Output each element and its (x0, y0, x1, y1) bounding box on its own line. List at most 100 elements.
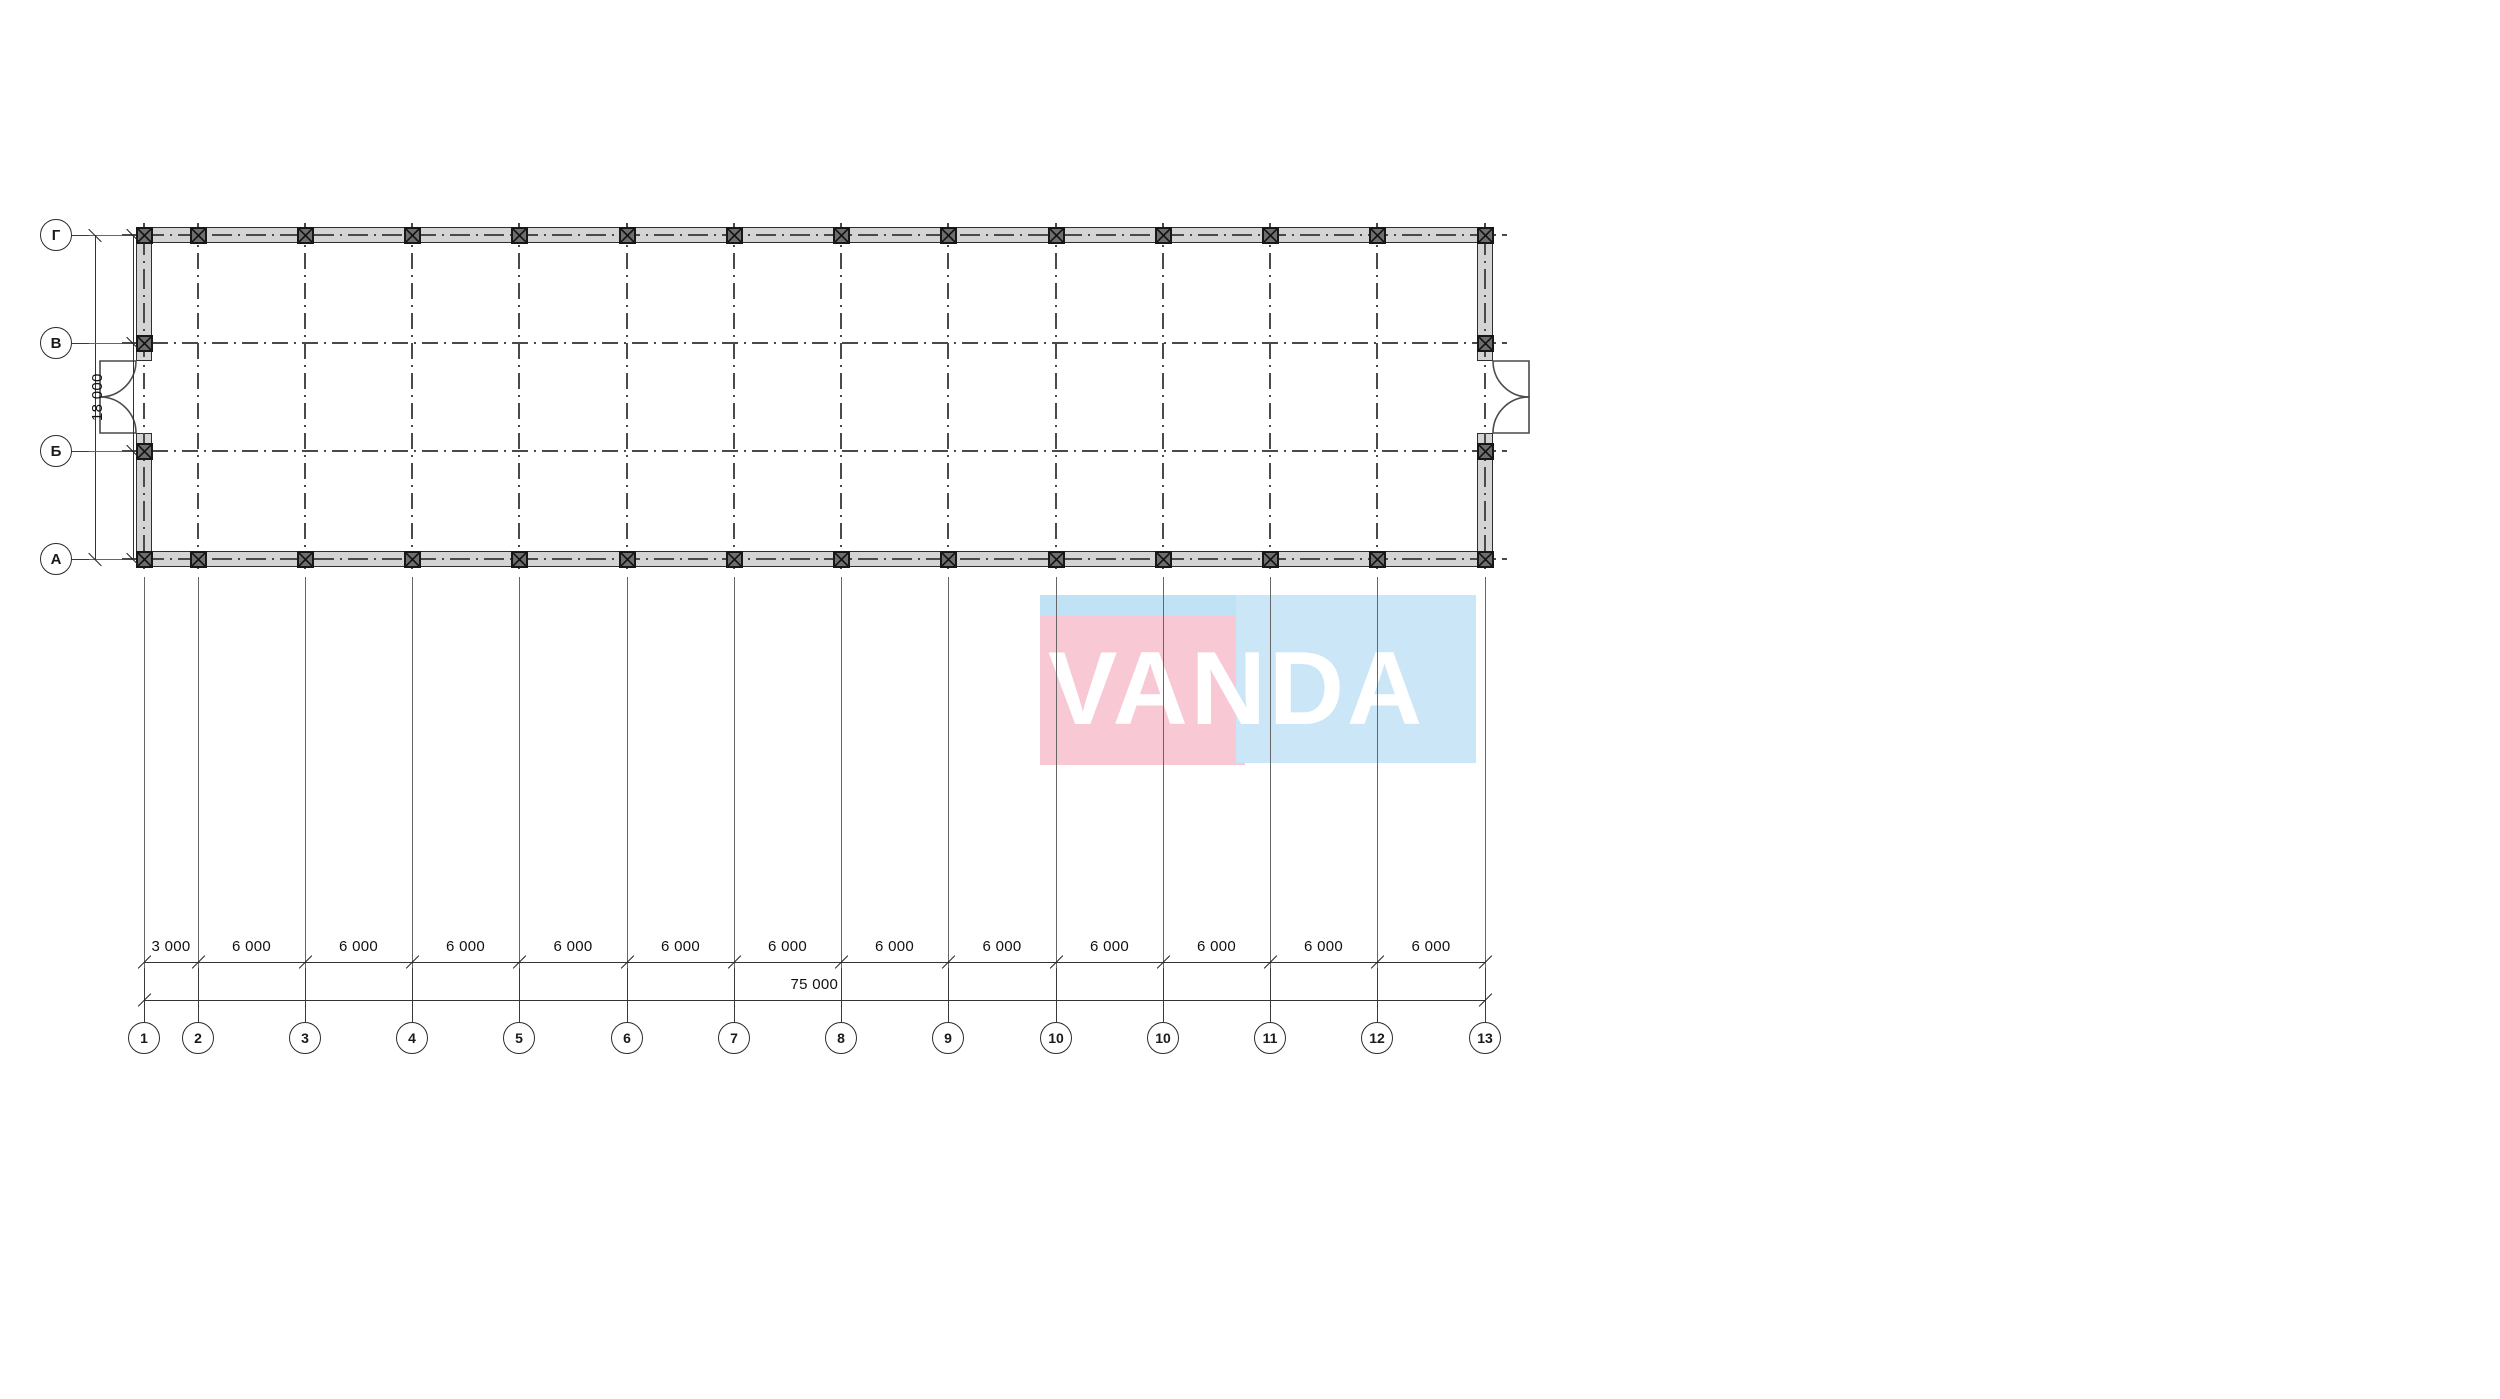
grid-line-vertical-9 (947, 223, 949, 571)
grid-line-horizontal-V (122, 342, 1507, 344)
dimension-extension-13 (1485, 577, 1486, 968)
structural-column-8-G (832, 226, 850, 244)
watermark-box-blue (1236, 595, 1476, 763)
grid-line-vertical-3 (304, 223, 306, 571)
axis-bubble-col-3[interactable]: 3 (289, 1022, 321, 1054)
structural-column-11-A (1261, 550, 1279, 568)
structural-column-3-G (296, 226, 314, 244)
grid-line-vertical-13 (1484, 223, 1486, 571)
axis-bubble-col-11[interactable]: 11 (1254, 1022, 1286, 1054)
grid-line-vertical-12 (1376, 223, 1378, 571)
dimension-extension-3 (305, 577, 306, 968)
axis-bubble-row-G[interactable]: Г (40, 219, 72, 251)
structural-column-10-A (1047, 550, 1065, 568)
dimension-label-span-5: 6 000 (661, 938, 701, 955)
axis-bubble-col-5[interactable]: 5 (503, 1022, 535, 1054)
wall-centre-line-bottom (144, 558, 1485, 560)
dimension-extension-row-G (89, 235, 122, 236)
dimension-line-total-bottom (144, 1000, 1485, 1001)
dimension-line-spans-bottom (144, 962, 1485, 963)
structural-column-10-G (1154, 226, 1172, 244)
dimension-extension-11 (1270, 577, 1271, 968)
axis-bubble-col-7[interactable]: 7 (718, 1022, 750, 1054)
dimension-label-span-8: 6 000 (982, 938, 1022, 955)
wall-centre-line-right-lower (1484, 433, 1486, 559)
axis-bubble-col-10a[interactable]: 10 (1040, 1022, 1072, 1054)
structural-column-13-V (1476, 334, 1494, 352)
watermark-box-pink-top (1040, 595, 1245, 617)
structural-column-1-A (135, 550, 153, 568)
dimension-label-span-2: 6 000 (339, 938, 379, 955)
dimension-extension-row-A (89, 559, 122, 560)
axis-bubble-col-1[interactable]: 1 (128, 1022, 160, 1054)
structural-column-8-A (832, 550, 850, 568)
dimension-extension-2 (198, 577, 199, 968)
dimension-line-spans-vertical (133, 235, 134, 559)
structural-column-13-B (1476, 442, 1494, 460)
structural-column-9-G (939, 226, 957, 244)
structural-column-13-G (1476, 226, 1494, 244)
dimension-extension-4 (412, 577, 413, 968)
dimension-extension-row-B (89, 451, 122, 452)
dimension-extension-10b (1163, 577, 1164, 968)
axis-bubble-col-4[interactable]: 4 (396, 1022, 428, 1054)
axis-bubble-row-B[interactable]: Б (40, 435, 72, 467)
dimension-label-total-vertical: 18 000 (89, 373, 106, 421)
structural-column-2-A (189, 550, 207, 568)
axis-bubble-row-A[interactable]: А (40, 543, 72, 575)
dimension-extension-row-V (89, 343, 122, 344)
watermark-box-pink (1040, 615, 1245, 765)
axis-bubble-row-V[interactable]: В (40, 327, 72, 359)
wall-centre-line-top (144, 234, 1485, 236)
axis-bubble-col-2[interactable]: 2 (182, 1022, 214, 1054)
grid-line-horizontal-B (122, 450, 1507, 452)
grid-line-vertical-1 (143, 223, 145, 571)
dimension-label-span-12: 6 000 (1411, 938, 1451, 955)
wall-centre-line-left-upper (143, 235, 145, 361)
structural-column-6-G (618, 226, 636, 244)
structural-column-4-G (403, 226, 421, 244)
structural-column-13-A (1476, 550, 1494, 568)
grid-line-vertical-10 (1055, 223, 1057, 571)
structural-column-12-A (1368, 550, 1386, 568)
grid-line-vertical-8 (840, 223, 842, 571)
grid-line-vertical-2 (197, 223, 199, 571)
structural-column-10-A (1154, 550, 1172, 568)
dimension-extension-12 (1377, 577, 1378, 968)
structural-column-11-G (1261, 226, 1279, 244)
axis-bubble-col-6[interactable]: 6 (611, 1022, 643, 1054)
structural-column-3-A (296, 550, 314, 568)
double-swing-gate-left (99, 360, 137, 434)
structural-column-1-G (135, 226, 153, 244)
grid-line-vertical-6 (626, 223, 628, 571)
grid-line-vertical-7 (733, 223, 735, 571)
structural-column-5-G (510, 226, 528, 244)
wall-centre-line-left-lower (143, 433, 145, 559)
axis-bubble-col-13[interactable]: 13 (1469, 1022, 1501, 1054)
axis-bubble-col-8[interactable]: 8 (825, 1022, 857, 1054)
axis-bubble-col-9[interactable]: 9 (932, 1022, 964, 1054)
grid-line-vertical-10 (1162, 223, 1164, 571)
dimension-extension-9 (948, 577, 949, 968)
axis-bubble-col-10b[interactable]: 10 (1147, 1022, 1179, 1054)
dimension-label-total-horizontal: 75 000 (790, 976, 839, 993)
structural-column-9-A (939, 550, 957, 568)
dimension-extension-5 (519, 577, 520, 968)
structural-column-4-A (403, 550, 421, 568)
structural-column-10-G (1047, 226, 1065, 244)
dimension-label-span-0: 3 000 (151, 938, 191, 955)
structural-column-7-G (725, 226, 743, 244)
dimension-label-span-11: 6 000 (1304, 938, 1344, 955)
structural-column-12-G (1368, 226, 1386, 244)
dimension-extension-1 (144, 577, 145, 968)
structural-column-5-A (510, 550, 528, 568)
double-swing-gate-right (1492, 360, 1530, 434)
structural-column-1-B (135, 442, 153, 460)
grid-line-vertical-11 (1269, 223, 1271, 571)
dimension-label-span-10: 6 000 (1197, 938, 1237, 955)
axis-bubble-col-12[interactable]: 12 (1361, 1022, 1393, 1054)
dimension-extension-8 (841, 577, 842, 968)
grid-line-vertical-4 (411, 223, 413, 571)
structural-column-2-G (189, 226, 207, 244)
